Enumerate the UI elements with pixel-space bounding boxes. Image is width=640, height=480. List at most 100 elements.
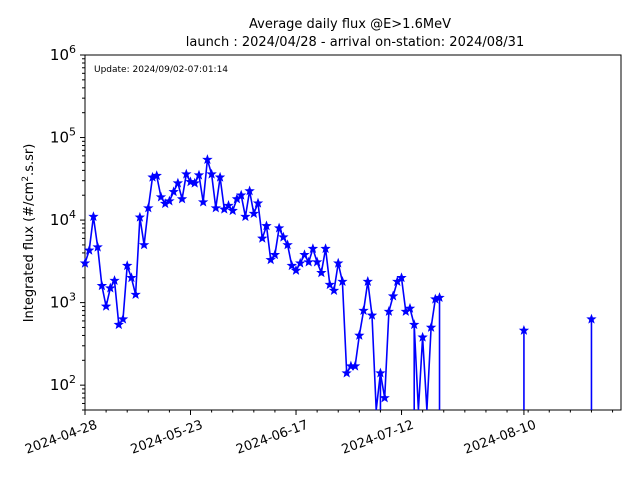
y-axis-label-superscript: 2: [21, 176, 31, 182]
flux-point: [274, 222, 285, 233]
flux-point: [240, 211, 251, 222]
flux-point: [121, 260, 133, 271]
flux-point: [83, 244, 95, 255]
flux-point: [248, 208, 260, 218]
flux-point: [181, 168, 192, 179]
flux-point: [290, 265, 302, 275]
flux-point: [223, 200, 234, 210]
flux-point: [354, 330, 365, 340]
flux-point: [316, 267, 327, 278]
flux-point: [202, 154, 213, 164]
flux-point: [362, 276, 373, 286]
chart-title-line1: Average daily flux @E>1.6MeV: [249, 17, 451, 32]
update-annotation: Update: 2024/09/02-07:01:14: [94, 65, 228, 75]
flux-point: [105, 282, 116, 293]
flux-point: [214, 171, 226, 182]
flux-point: [383, 306, 395, 316]
flux-point: [265, 254, 276, 265]
flux-point: [341, 367, 352, 378]
flux-point: [168, 186, 179, 197]
y-tick-base: 10: [50, 129, 69, 147]
flux-point: [227, 205, 238, 216]
flux-point: [197, 196, 209, 207]
flux-point: [79, 257, 91, 268]
flux-point: [358, 305, 369, 316]
y-tick-label: 104: [50, 208, 76, 229]
flux-point: [366, 309, 378, 320]
flux-point: [155, 191, 167, 202]
flux-point: [193, 169, 205, 180]
flux-point: [88, 211, 99, 222]
flux-point: [134, 211, 146, 222]
y-axis-label-tail: .s.sr): [22, 144, 37, 176]
flux-point: [434, 292, 445, 303]
flux-point: [235, 189, 247, 200]
flux-point: [408, 319, 420, 330]
y-axis-label: Integrated flux (#/cm2.s.sr): [21, 144, 37, 323]
flux-point: [387, 290, 399, 301]
flux-point: [143, 202, 154, 213]
y-tick-exponent: 5: [69, 126, 76, 139]
flux-point: [375, 367, 386, 378]
flux-point: [189, 177, 200, 188]
flux-point: [244, 185, 255, 196]
flux-point: [518, 325, 530, 335]
y-axis-label-main: Integrated flux (#/cm: [22, 182, 37, 323]
flux-point: [417, 331, 428, 342]
flux-point: [206, 168, 217, 179]
flux-point: [269, 249, 281, 260]
flux-point: [92, 241, 103, 252]
flux-point: [164, 195, 175, 206]
flux-point: [337, 276, 348, 286]
flux-point: [130, 289, 141, 300]
flux-point: [210, 202, 222, 213]
flux-point: [151, 170, 162, 181]
y-tick-label: 105: [50, 126, 76, 147]
flux-point: [328, 285, 340, 296]
flux-point: [312, 256, 323, 267]
flux-series: [79, 154, 597, 410]
flux-point: [324, 279, 336, 290]
flux-point: [425, 322, 437, 332]
flux-point: [396, 272, 407, 283]
y-tick-base: 10: [50, 46, 69, 64]
y-tick-base: 10: [50, 211, 69, 229]
y-tick-label: 102: [50, 373, 76, 394]
flux-point: [295, 257, 306, 268]
flux-point: [349, 360, 361, 371]
flux-point: [303, 256, 314, 267]
flux-point: [282, 239, 293, 250]
y-tick-base: 10: [50, 294, 69, 312]
flux-point: [109, 275, 120, 286]
flux-point: [257, 232, 268, 243]
flux-point: [117, 313, 129, 324]
flux-point: [320, 243, 331, 254]
y-tick-exponent: 3: [69, 291, 76, 304]
flux-point: [299, 249, 310, 260]
flux-point: [138, 239, 150, 250]
flux-point: [278, 231, 289, 242]
flux-point: [113, 319, 124, 330]
flux-point: [96, 280, 108, 291]
y-tick-exponent: 6: [69, 43, 76, 56]
flux-point: [307, 243, 319, 254]
flux-point: [172, 177, 183, 188]
flux-point: [261, 220, 272, 231]
y-tick-exponent: 4: [69, 208, 76, 221]
y-tick-label: 103: [50, 291, 76, 312]
y-tick-label: 106: [50, 43, 76, 64]
flux-point: [126, 272, 137, 283]
flux-point: [379, 392, 390, 403]
flux-point: [176, 193, 188, 204]
flux-point: [404, 302, 416, 313]
flux-point: [252, 197, 264, 208]
flux-point: [333, 257, 344, 268]
flux-point: [586, 313, 597, 324]
flux-point: [100, 300, 112, 311]
flux-point: [286, 260, 298, 271]
y-tick-base: 10: [50, 376, 69, 394]
y-tick-exponent: 2: [69, 373, 76, 386]
